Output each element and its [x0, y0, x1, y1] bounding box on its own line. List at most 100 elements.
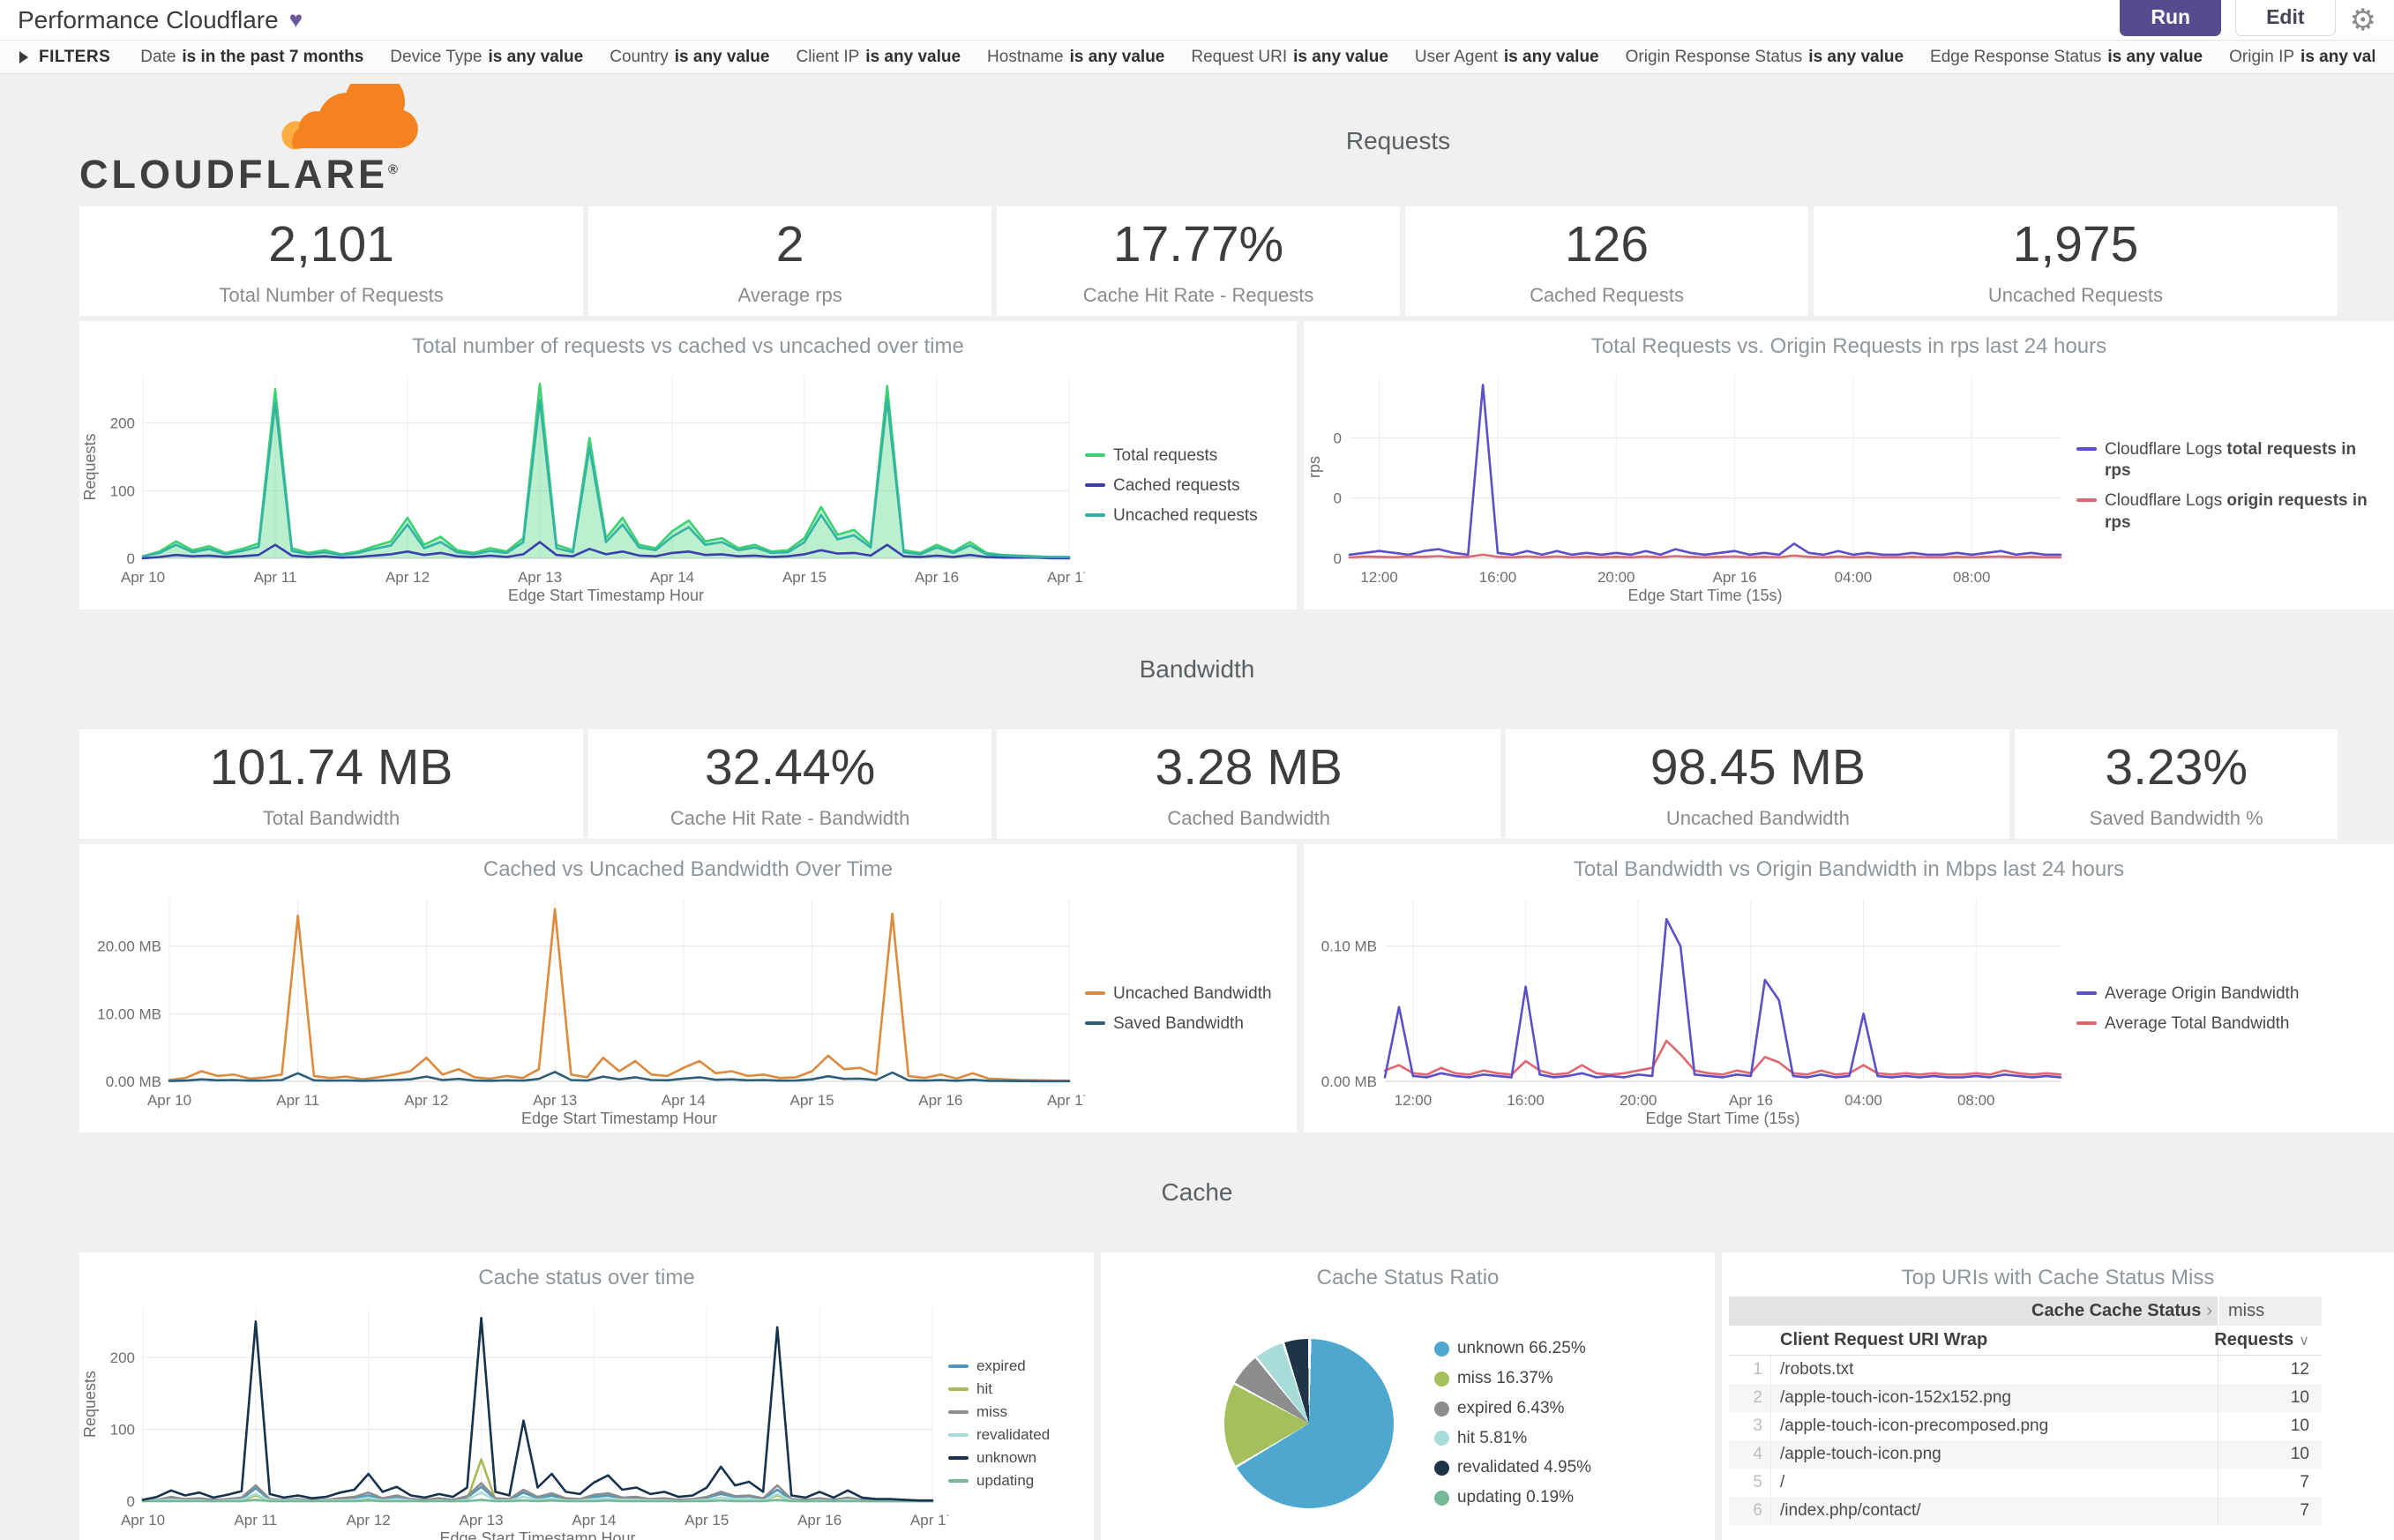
- legend-swatch: [948, 1387, 969, 1391]
- pie-legend-item[interactable]: expired 6.43%: [1433, 1398, 1591, 1420]
- pie-legend-label: hit 5.81%: [1456, 1428, 1528, 1447]
- section-heading-bandwidth: Bandwidth: [1139, 655, 1255, 683]
- pie-legend-label: unknown 66.25%: [1456, 1339, 1586, 1358]
- logo-row: CLOUDFLARE® Requests: [79, 84, 2338, 198]
- kpi-label: Cache Hit Rate - Bandwidth: [670, 807, 910, 829]
- run-button[interactable]: Run: [2120, 0, 2222, 36]
- legend-item[interactable]: Total requests: [1085, 445, 1286, 467]
- kpi-label: Total Number of Requests: [219, 284, 444, 306]
- legend-swatch: [1085, 1021, 1105, 1025]
- sort-desc-icon[interactable]: ∨: [2299, 1333, 2309, 1349]
- legend-item[interactable]: hit: [948, 1379, 1083, 1399]
- pie-legend-label: updating 0.19%: [1456, 1487, 1574, 1506]
- legend-item[interactable]: unknown: [948, 1448, 1083, 1468]
- row-requests: 10: [2218, 1412, 2322, 1440]
- section-heading-cache: Cache: [1161, 1178, 1233, 1206]
- svg-text:04:00: 04:00: [1844, 1092, 1882, 1109]
- row-requests: 10: [2218, 1384, 2322, 1412]
- svg-text:Apr 10: Apr 10: [121, 1512, 165, 1529]
- legend-label: Uncached requests: [1113, 505, 1258, 525]
- legend-item[interactable]: Cached requests: [1085, 475, 1286, 497]
- pie-legend-item[interactable]: updating 0.19%: [1433, 1487, 1591, 1509]
- kpi-label: Cached Bandwidth: [1167, 807, 1331, 829]
- legend-item[interactable]: expired: [948, 1357, 1083, 1376]
- kpi-tile: 32.44% Cache Hit Rate - Bandwidth: [588, 729, 992, 839]
- kpi-tile: 98.45 MB Uncached Bandwidth: [1506, 729, 2010, 839]
- table-row: 3/apple-touch-icon-precomposed.png 10: [1729, 1412, 2322, 1440]
- legend-label: unknown: [976, 1449, 1037, 1467]
- row-uri[interactable]: /apple-touch-icon-152x152.png: [1780, 1388, 2011, 1407]
- gear-icon[interactable]: ⚙: [2349, 3, 2376, 37]
- svg-text:Requests: Requests: [81, 1371, 99, 1438]
- page-title: Performance Cloudflare: [18, 5, 279, 34]
- legend-label: Uncached Bandwidth: [1113, 984, 1272, 1004]
- svg-text:Edge Start Time (15s): Edge Start Time (15s): [1627, 587, 1782, 604]
- row-requests: 12: [2218, 1356, 2322, 1384]
- legend-item[interactable]: miss: [948, 1402, 1083, 1422]
- legend-item[interactable]: revalidated: [948, 1425, 1083, 1445]
- svg-text:16:00: 16:00: [1479, 569, 1517, 586]
- table-row: 4/apple-touch-icon.png 10: [1729, 1440, 2322, 1469]
- filter-item[interactable]: Date is in the past 7 months: [140, 47, 364, 66]
- pie-legend-item[interactable]: revalidated 4.95%: [1433, 1457, 1591, 1479]
- pie-legend-item[interactable]: unknown 66.25%: [1433, 1338, 1591, 1360]
- filter-item[interactable]: User Agent is any value: [1414, 47, 1599, 66]
- legend-item[interactable]: Cloudflare Logs origin requests in rps: [2076, 490, 2383, 534]
- filters-expand-icon[interactable]: [19, 50, 28, 64]
- svg-text:0.00 MB: 0.00 MB: [1321, 1073, 1377, 1090]
- filter-item[interactable]: Origin Response Status is any value: [1625, 47, 1904, 66]
- kpi-value: 2: [775, 216, 804, 273]
- filter-item[interactable]: Device Type is any value: [390, 47, 584, 66]
- svg-text:Requests: Requests: [81, 433, 99, 500]
- filters-toggle[interactable]: FILTERS: [19, 48, 110, 67]
- legend-dot: [1433, 1342, 1449, 1357]
- kpi-tile: 3.23% Saved Bandwidth %: [2015, 729, 2338, 839]
- row-uri[interactable]: /index.php/contact/: [1780, 1501, 1921, 1520]
- filter-item[interactable]: Request URI is any value: [1191, 47, 1388, 66]
- row-uri[interactable]: /robots.txt: [1780, 1360, 1854, 1379]
- filter-item[interactable]: Edge Response Status is any value: [1930, 47, 2203, 66]
- kpi-label: Cached Requests: [1530, 284, 1684, 306]
- legend-swatch: [2076, 991, 2097, 996]
- row-uri[interactable]: /apple-touch-icon.png: [1780, 1445, 1941, 1463]
- rps-24h-legend: Cloudflare Logs total requests in rps Clo…: [2076, 363, 2394, 609]
- svg-text:Apr 13: Apr 13: [533, 1092, 577, 1109]
- svg-text:Apr 13: Apr 13: [518, 569, 562, 586]
- row-uri[interactable]: /: [1780, 1473, 1785, 1491]
- legend-dot: [1433, 1490, 1449, 1506]
- kpi-value: 17.77%: [1112, 216, 1284, 273]
- svg-text:Apr 13: Apr 13: [460, 1512, 504, 1529]
- legend-item[interactable]: Average Total Bandwidth: [2076, 1013, 2383, 1035]
- pie-legend-item[interactable]: miss 16.37%: [1433, 1368, 1591, 1390]
- kpi-value: 3.28 MB: [1155, 739, 1343, 796]
- kpi-tile: 3.28 MB Cached Bandwidth: [997, 729, 1501, 839]
- svg-text:20:00: 20:00: [1597, 569, 1635, 586]
- row-uri[interactable]: /apple-touch-icon-precomposed.png: [1780, 1417, 2049, 1435]
- legend-item[interactable]: updating: [948, 1471, 1083, 1491]
- bandwidth-24h-chart: 12:00 16:00 20:00 Apr 16 04:00 08:00 0.00 MB 0.…: [1304, 886, 2076, 1133]
- legend-item[interactable]: Uncached Bandwidth: [1085, 983, 1286, 1005]
- svg-text:Edge Start Time (15s): Edge Start Time (15s): [1645, 1110, 1799, 1127]
- filter-item[interactable]: Hostname is any value: [987, 47, 1165, 66]
- kpi-label: Saved Bandwidth %: [2089, 807, 2263, 829]
- legend-item[interactable]: Average Origin Bandwidth: [2076, 983, 2383, 1005]
- pie-legend-item[interactable]: hit 5.81%: [1433, 1428, 1591, 1450]
- chart-title: Total number of requests vs cached vs un…: [412, 334, 964, 358]
- legend-dot: [1433, 1431, 1449, 1447]
- filter-item[interactable]: Country is any value: [610, 47, 770, 66]
- legend-swatch: [2076, 446, 2097, 451]
- legend-item[interactable]: Uncached requests: [1085, 505, 1286, 527]
- svg-text:20.00 MB: 20.00 MB: [97, 938, 161, 955]
- filter-item[interactable]: Client IP is any value: [796, 47, 961, 66]
- legend-item[interactable]: Saved Bandwidth: [1085, 1013, 1286, 1035]
- requests-column-header[interactable]: Requests ∨: [2214, 1326, 2322, 1355]
- bandwidth-24h-legend: Average Origin Bandwidth Average Total Ba…: [2076, 886, 2394, 1133]
- legend-item[interactable]: Cloudflare Logs total requests in rps: [2076, 439, 2383, 482]
- legend-dot: [1433, 1401, 1449, 1417]
- svg-text:12:00: 12:00: [1360, 569, 1398, 586]
- svg-text:Apr 10: Apr 10: [147, 1092, 191, 1109]
- edit-button[interactable]: Edit: [2235, 0, 2336, 36]
- legend-swatch: [948, 1364, 969, 1368]
- kpi-tile: 2,101 Total Number of Requests: [79, 206, 584, 316]
